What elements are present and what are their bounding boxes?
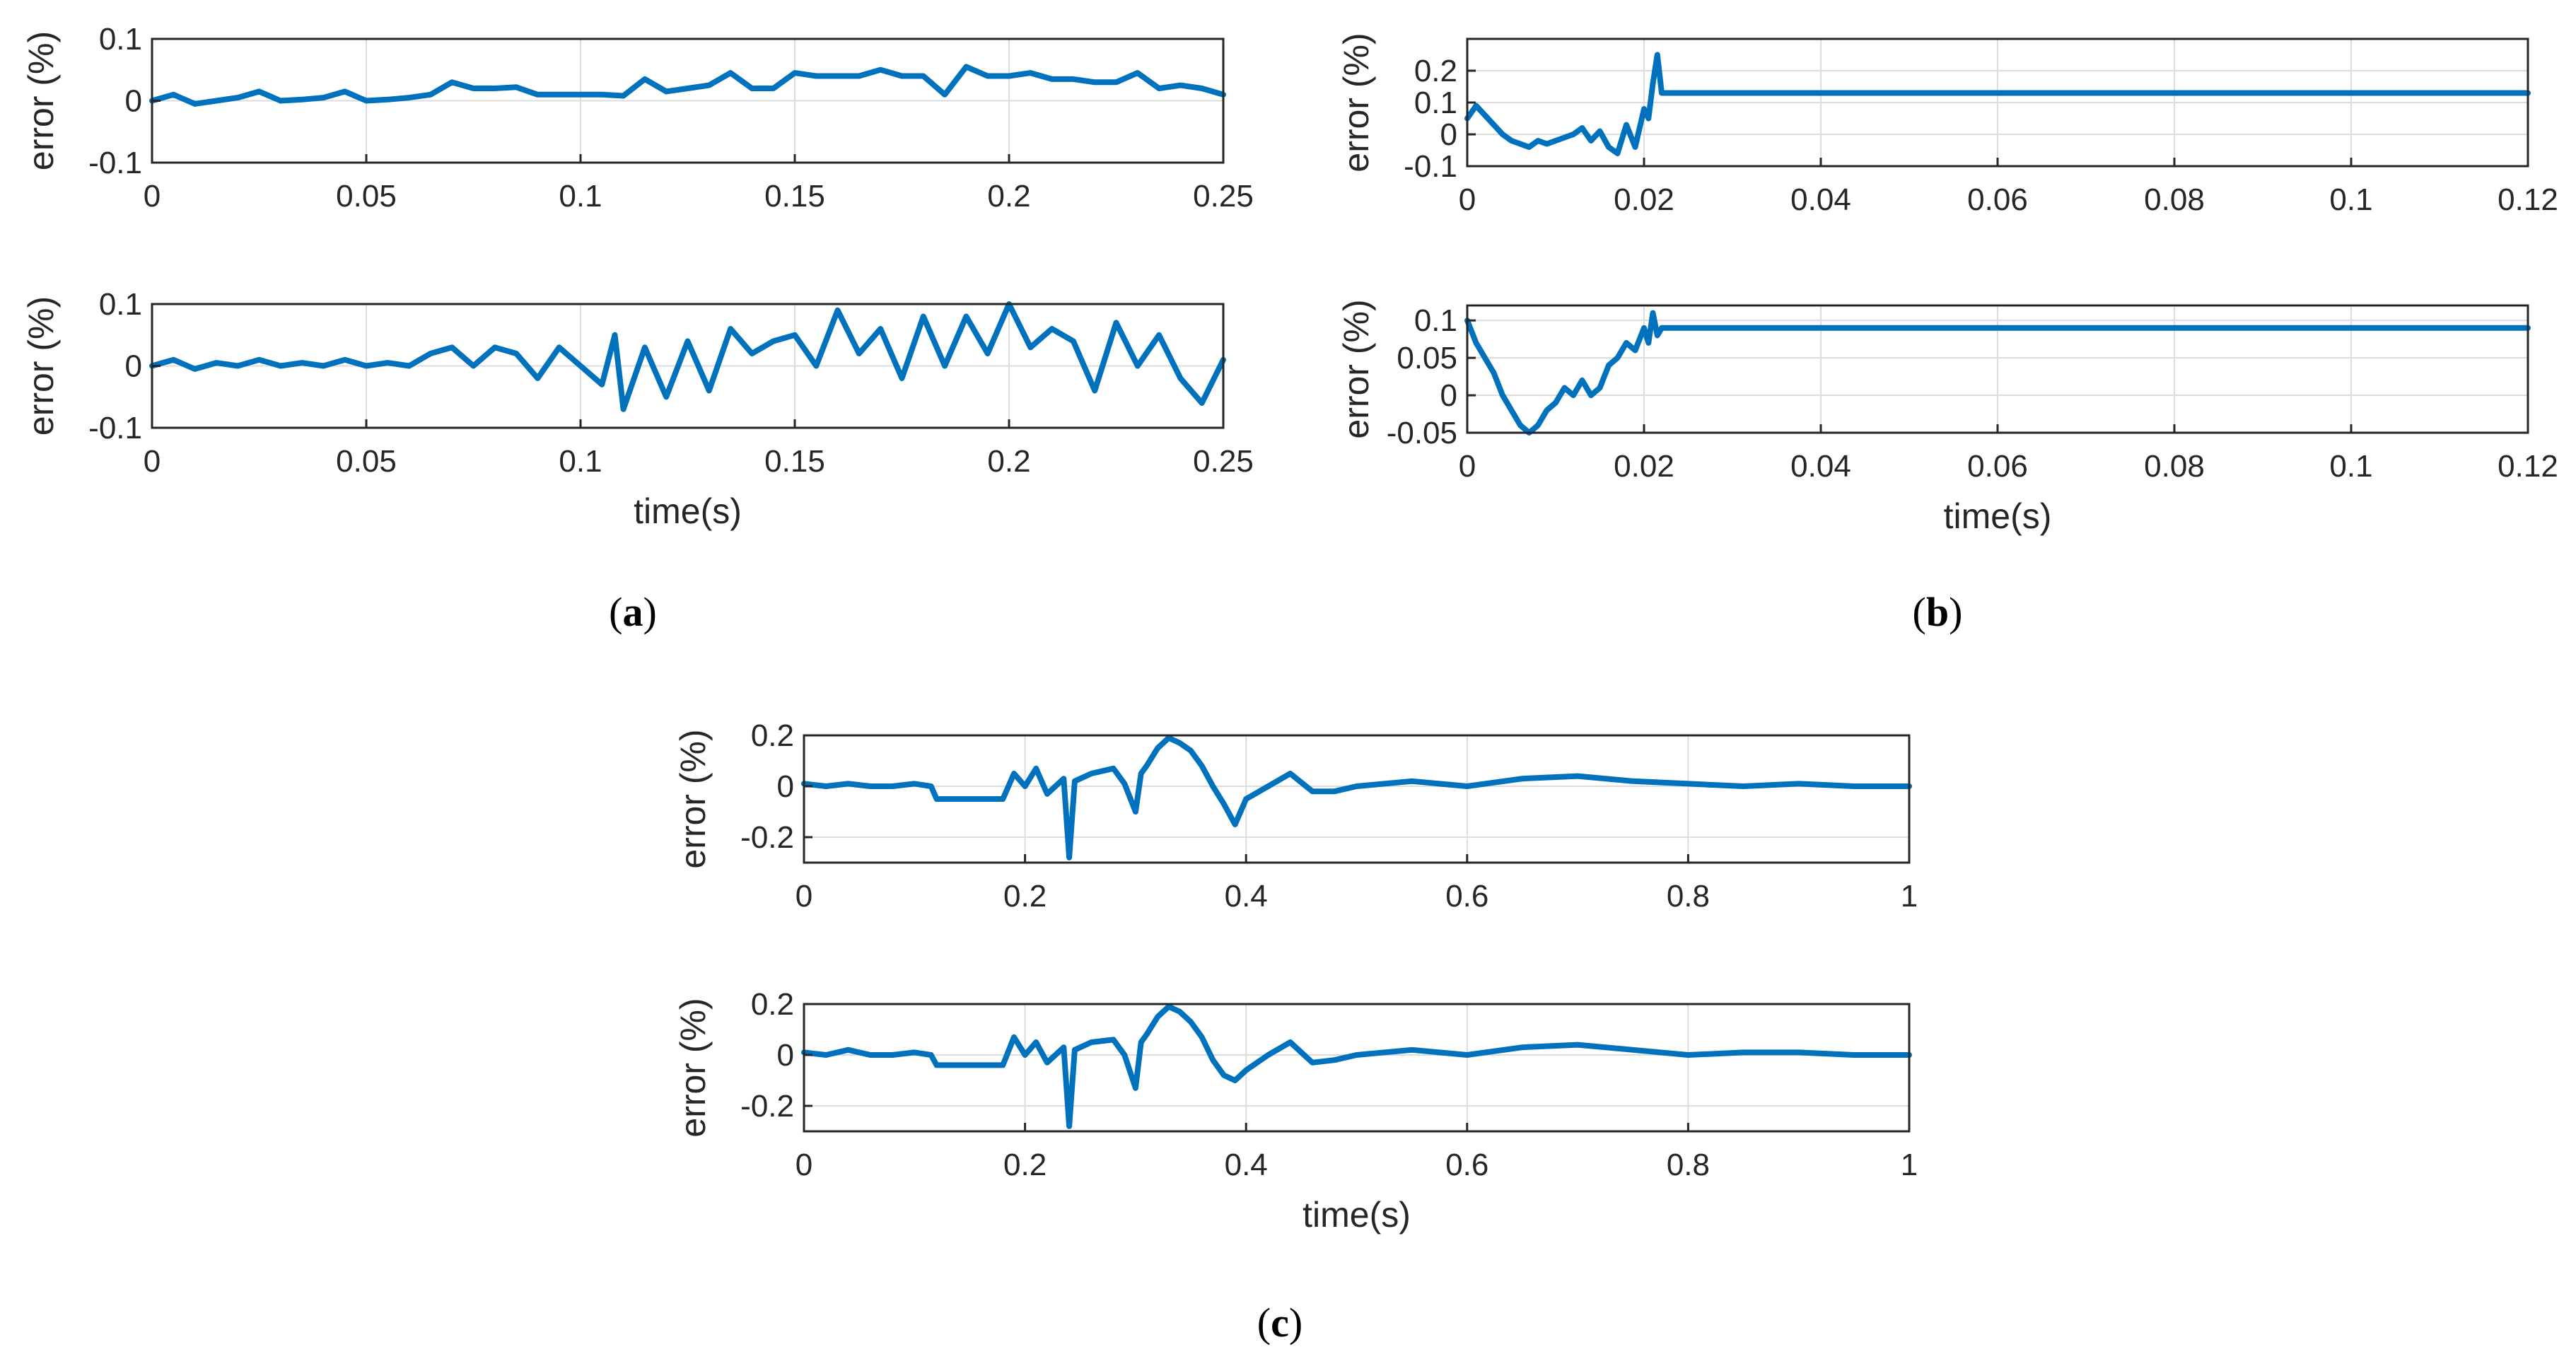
y-axis-label: error (%) [673, 998, 713, 1137]
y-tick-label: -0.1 [88, 146, 142, 180]
series-line-error [801, 1003, 1912, 1129]
x-tick-label: 0.05 [336, 179, 397, 214]
y-tick-label: -0.1 [88, 411, 142, 445]
x-tick-label: 0 [1459, 182, 1476, 217]
y-tick-label: 0.1 [1414, 86, 1457, 120]
x-tick-label: 0.1 [559, 444, 602, 479]
x-tick-label: 0.1 [2329, 449, 2372, 484]
y-tick-label: 0.2 [751, 987, 794, 1022]
caption-b: (b) [1913, 589, 1963, 635]
series-line-error [149, 301, 1226, 412]
series-line-error [149, 64, 1226, 107]
x-tick-label: 1 [1901, 1148, 1918, 1182]
x-tick-label: 0.08 [2144, 449, 2205, 484]
x-tick-label: 0.15 [764, 444, 825, 479]
y-axis-label: error (%) [21, 296, 61, 436]
x-tick-label: 0.8 [1667, 879, 1710, 914]
x-tick-label: 0.25 [1193, 179, 1254, 214]
series-line-error [801, 735, 1912, 861]
y-tick-label: 0 [125, 349, 142, 384]
y-axis-label: error (%) [21, 31, 61, 170]
grid [1467, 39, 2528, 166]
y-tick-label: 0 [1440, 378, 1457, 413]
x-tick-label: 0.2 [1003, 1148, 1047, 1182]
y-tick-label: 0.05 [1397, 341, 1457, 375]
x-tick-label: 0.04 [1790, 182, 1851, 217]
caption-c: (c) [1257, 1300, 1302, 1346]
x-tick-label: 0.05 [336, 444, 397, 479]
y-tick-label: 0.1 [1414, 303, 1457, 338]
x-tick-label: 0.04 [1790, 449, 1851, 484]
axes-border [803, 1003, 1911, 1133]
x-tick-label: 0 [795, 1148, 812, 1182]
x-tick-label: 0.6 [1445, 1148, 1488, 1182]
x-tick-label: 0.2 [987, 444, 1030, 479]
x-tick-label: 0.02 [1614, 449, 1674, 484]
x-tick-label: 0.4 [1225, 1148, 1268, 1182]
y-tick-label: 0 [1440, 117, 1457, 152]
x-axis-label: time(s) [634, 491, 742, 531]
series-line-error [1464, 52, 2531, 156]
x-tick-label: 0.15 [764, 179, 825, 214]
x-tick-label: 0.12 [2498, 449, 2558, 484]
x-tick-label: 0 [1459, 449, 1476, 484]
subplot-b2: 0 0.02 0.04 0.06 0.08 0.1 0.12-0.0500.050.1err… [1336, 299, 2558, 536]
x-tick-label: 0.25 [1193, 444, 1254, 479]
subplot-b1: 0 0.02 0.04 0.06 0.08 0.1 0.12-0.100.10.2error… [1336, 33, 2558, 217]
x-axis-label: time(s) [1302, 1195, 1411, 1235]
x-tick-label: 0 [795, 879, 812, 914]
y-tick-label: -0.1 [1404, 149, 1457, 184]
y-tick-label: 0.2 [751, 718, 794, 753]
y-axis-label: error (%) [1336, 33, 1376, 172]
y-tick-label: 0.1 [99, 22, 142, 57]
caption-a: (a) [609, 589, 657, 635]
x-tick-label: 0.2 [987, 179, 1030, 214]
x-tick-label: 0.06 [1967, 449, 2028, 484]
x-tick-label: 0.02 [1614, 182, 1674, 217]
y-tick-label: -0.05 [1387, 416, 1457, 450]
x-tick-label: 0.1 [2329, 182, 2372, 217]
grid [152, 39, 1223, 163]
x-tick-label: 0.6 [1445, 879, 1488, 914]
y-tick-label: 0.2 [1414, 54, 1457, 88]
y-tick-label: -0.2 [740, 1089, 794, 1124]
x-tick-label: 0.06 [1967, 182, 2028, 217]
y-tick-label: -0.2 [740, 820, 794, 855]
x-tick-label: 0 [144, 179, 161, 214]
y-tick-label: 0 [125, 84, 142, 119]
x-tick-label: 0.8 [1667, 1148, 1710, 1182]
axes-border [803, 734, 1911, 864]
x-tick-label: 0.1 [559, 179, 602, 214]
series-line-error [1464, 310, 2531, 436]
x-tick-label: 0.12 [2498, 182, 2558, 217]
x-tick-label: 0 [144, 444, 161, 479]
y-tick-label: 0 [777, 769, 794, 804]
y-tick-label: 0.1 [99, 287, 142, 322]
x-tick-label: 1 [1901, 879, 1918, 914]
y-axis-label: error (%) [1336, 299, 1376, 438]
y-tick-label: 0 [777, 1038, 794, 1073]
y-axis-label: error (%) [673, 729, 713, 868]
x-axis-label: time(s) [1944, 496, 2052, 536]
x-tick-label: 0.4 [1225, 879, 1268, 914]
x-tick-label: 0.08 [2144, 182, 2205, 217]
x-tick-label: 0.2 [1003, 879, 1047, 914]
